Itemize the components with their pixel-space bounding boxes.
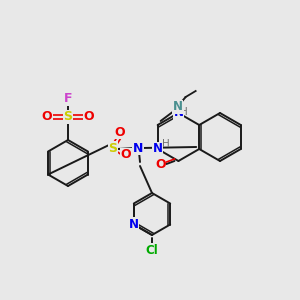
- Text: O: O: [84, 110, 94, 124]
- Text: O: O: [42, 110, 52, 124]
- Text: N: N: [172, 100, 183, 113]
- Text: Cl: Cl: [146, 244, 158, 256]
- Text: O: O: [42, 110, 52, 124]
- Text: S: S: [109, 142, 118, 154]
- Text: S: S: [109, 142, 118, 154]
- Text: F: F: [64, 92, 72, 106]
- Text: F: F: [64, 92, 72, 106]
- Text: O: O: [84, 110, 94, 124]
- Text: N: N: [133, 142, 143, 154]
- Text: N: N: [173, 106, 183, 119]
- Text: O: O: [121, 148, 131, 161]
- Text: S: S: [64, 110, 73, 124]
- Text: O: O: [155, 158, 166, 170]
- Text: Cl: Cl: [146, 244, 158, 256]
- Text: O: O: [115, 125, 125, 139]
- Text: H: H: [162, 139, 170, 149]
- Text: O: O: [121, 148, 131, 161]
- Text: N: N: [129, 218, 139, 231]
- Text: N: N: [129, 218, 139, 231]
- Text: N: N: [172, 100, 183, 113]
- Text: N: N: [153, 142, 163, 155]
- Text: H: H: [180, 107, 188, 117]
- Text: O: O: [115, 125, 125, 139]
- Text: N: N: [173, 106, 183, 119]
- Text: N: N: [133, 142, 143, 154]
- Text: O: O: [155, 158, 166, 170]
- Text: S: S: [64, 110, 73, 124]
- Text: N: N: [153, 142, 163, 155]
